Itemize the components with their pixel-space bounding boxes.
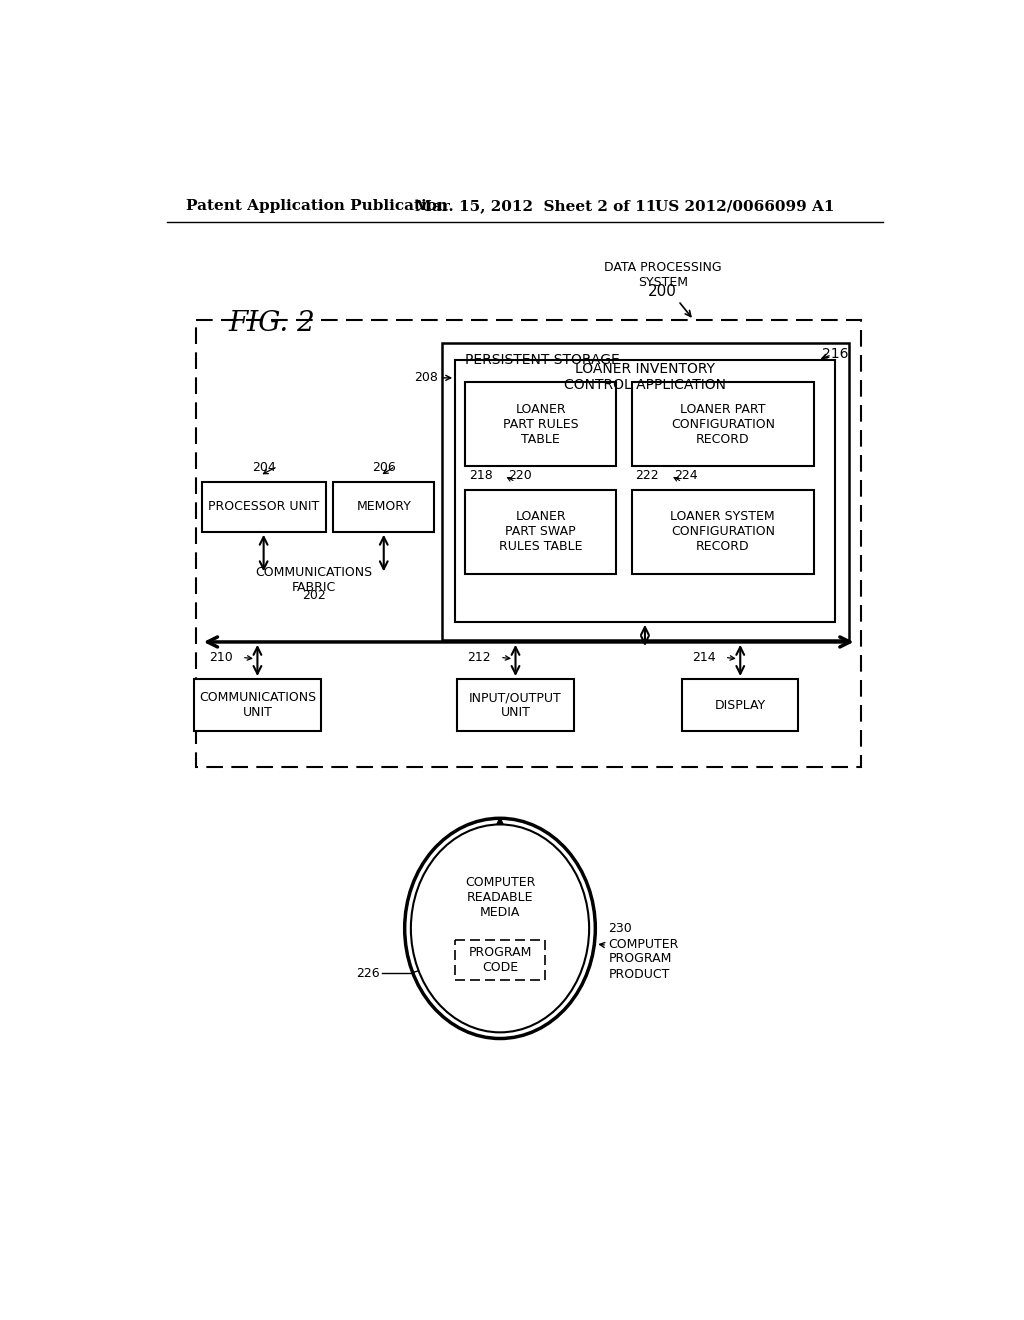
Bar	[334, 482, 434, 532]
Bar	[632, 381, 814, 466]
Text: COMPUTER
READABLE
MEDIA: COMPUTER READABLE MEDIA	[465, 876, 536, 919]
Text: 224: 224	[675, 469, 698, 482]
Text: DATA PROCESSING
SYSTEM: DATA PROCESSING SYSTEM	[604, 261, 722, 289]
Text: US 2012/0066099 A1: US 2012/0066099 A1	[655, 199, 835, 213]
Bar	[465, 490, 616, 574]
Bar	[458, 678, 573, 731]
Bar	[455, 360, 835, 622]
Text: 228: 228	[509, 829, 534, 842]
Text: LOANER INVENTORY
CONTROL APPLICATION: LOANER INVENTORY CONTROL APPLICATION	[564, 362, 726, 392]
Text: 200: 200	[648, 284, 677, 300]
Bar	[632, 490, 814, 574]
Text: 204: 204	[252, 462, 275, 474]
Text: 222: 222	[636, 469, 659, 482]
Bar	[682, 678, 799, 731]
Text: Patent Application Publication: Patent Application Publication	[186, 199, 449, 213]
Text: LOANER
PART RULES
TABLE: LOANER PART RULES TABLE	[503, 403, 579, 446]
Text: 214: 214	[692, 651, 716, 664]
Text: LOANER
PART SWAP
RULES TABLE: LOANER PART SWAP RULES TABLE	[499, 511, 583, 553]
Text: 218: 218	[469, 469, 493, 482]
Text: 202: 202	[302, 589, 326, 602]
Bar	[197, 321, 861, 767]
Text: FIG. 2: FIG. 2	[228, 310, 315, 338]
Text: 230
COMPUTER
PROGRAM
PRODUCT: 230 COMPUTER PROGRAM PRODUCT	[608, 923, 679, 981]
Text: 226: 226	[356, 966, 380, 979]
Bar	[456, 940, 545, 979]
Text: INPUT/OUTPUT
UNIT: INPUT/OUTPUT UNIT	[469, 692, 562, 719]
Text: 210: 210	[209, 651, 232, 664]
Text: 208: 208	[414, 371, 438, 384]
Text: Mar. 15, 2012  Sheet 2 of 11: Mar. 15, 2012 Sheet 2 of 11	[415, 199, 656, 213]
Text: MEMORY: MEMORY	[356, 500, 412, 513]
Bar	[194, 678, 321, 731]
Text: PROGRAM
CODE: PROGRAM CODE	[468, 946, 531, 974]
Bar	[202, 482, 326, 532]
Bar	[465, 381, 616, 466]
Text: 206: 206	[372, 462, 395, 474]
Text: LOANER SYSTEM
CONFIGURATION
RECORD: LOANER SYSTEM CONFIGURATION RECORD	[671, 511, 775, 553]
Text: LOANER PART
CONFIGURATION
RECORD: LOANER PART CONFIGURATION RECORD	[671, 403, 775, 446]
Text: 216: 216	[821, 347, 848, 360]
Text: PERSISTENT STORAGE: PERSISTENT STORAGE	[465, 354, 620, 367]
Text: PROCESSOR UNIT: PROCESSOR UNIT	[208, 500, 319, 513]
Text: DISPLAY: DISPLAY	[715, 698, 766, 711]
Bar	[442, 343, 849, 640]
Text: 212: 212	[467, 651, 490, 664]
Text: COMMUNICATIONS
UNIT: COMMUNICATIONS UNIT	[199, 692, 316, 719]
Text: COMMUNICATIONS
FABRIC: COMMUNICATIONS FABRIC	[255, 566, 373, 594]
Ellipse shape	[411, 825, 589, 1032]
Text: 220: 220	[508, 469, 531, 482]
Ellipse shape	[404, 818, 595, 1039]
